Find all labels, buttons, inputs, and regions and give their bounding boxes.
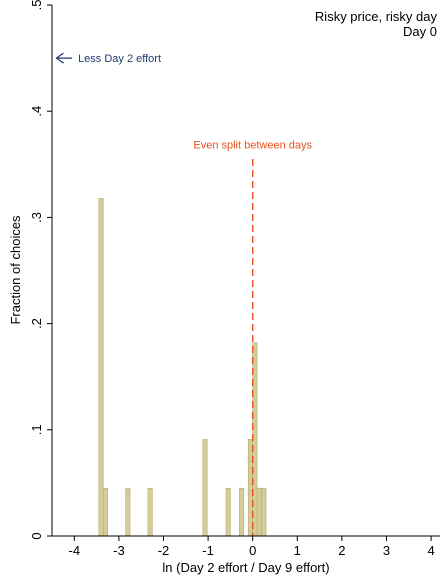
annotations-layer: Even split between days Less Day 2 effort: [55, 52, 312, 536]
histogram-bar: [225, 487, 231, 537]
histogram-bar: [125, 487, 131, 537]
y-tick-label: .3: [29, 212, 44, 223]
x-tick-label: 3: [383, 543, 390, 558]
less-effort-label: Less Day 2 effort: [78, 53, 161, 65]
x-axis-label: ln (Day 2 effort / Day 9 effort): [162, 560, 329, 575]
histogram-bar: [256, 487, 262, 537]
histogram-bar: [98, 197, 104, 537]
y-tick-label: .4: [29, 106, 44, 117]
histogram-bar: [202, 439, 208, 537]
histogram-bar: [261, 487, 267, 537]
y-tick-label: .2: [29, 318, 44, 329]
even-split-label: Even split between days: [193, 139, 312, 151]
histogram-bar: [147, 487, 153, 537]
less-effort-arrow-head: [55, 52, 64, 64]
x-tick-label: 1: [294, 543, 301, 558]
x-ticks: -4 -3 -2 -1 0 1 2 3 4: [69, 536, 435, 558]
y-tick-label: .5: [29, 0, 44, 10]
x-tick-label: 0: [249, 543, 256, 558]
plot-area: [52, 5, 440, 536]
chart-title: Risky price, risky day: [315, 9, 438, 24]
x-tick-label: -3: [113, 543, 125, 558]
x-tick-label: -2: [158, 543, 170, 558]
chart-subtitle: Day 0: [403, 24, 437, 39]
x-tick-label: 2: [338, 543, 345, 558]
x-tick-label: -4: [69, 543, 81, 558]
histogram-bar: [102, 487, 109, 537]
y-tick-label: 0: [29, 532, 44, 539]
y-axis-label: Fraction of choices: [8, 215, 23, 325]
y-ticks: 0 .1 .2 .3 .4 .5: [29, 0, 52, 540]
y-tick-label: .1: [29, 424, 44, 435]
histogram-bar: [247, 439, 253, 537]
x-tick-label: -1: [202, 543, 214, 558]
histogram-bar: [239, 487, 245, 537]
x-tick-label: 4: [427, 543, 434, 558]
